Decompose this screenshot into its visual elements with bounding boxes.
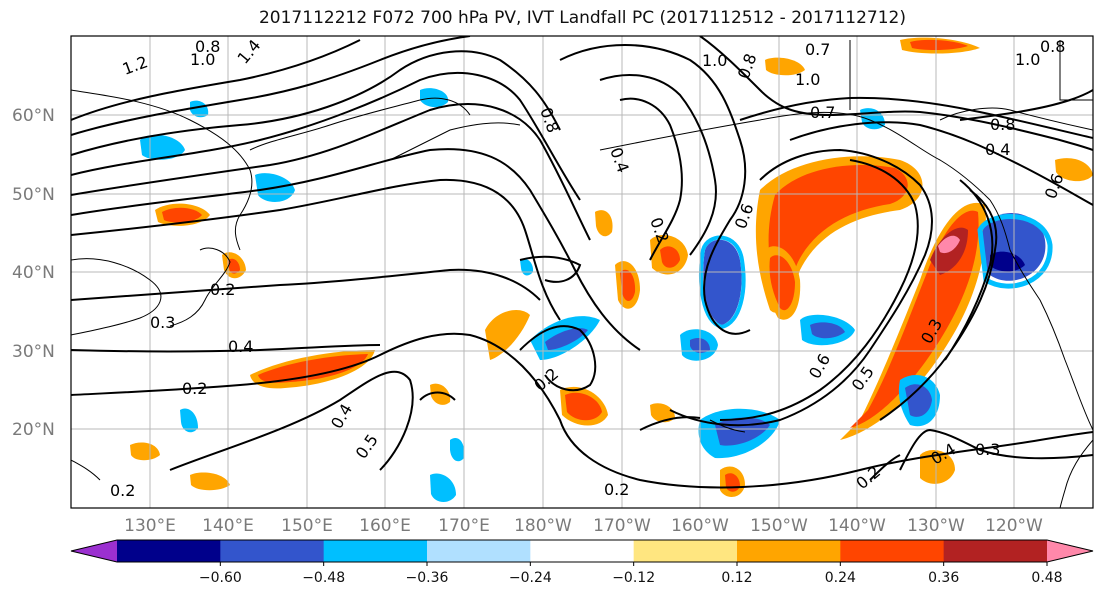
colorbar-outline xyxy=(70,539,1094,563)
lon-label: 160°W xyxy=(671,516,729,536)
colorbar-segment xyxy=(633,540,738,562)
colorbar-extend-max xyxy=(1047,540,1093,562)
lon-label: 120°W xyxy=(985,516,1043,536)
contour-label: 0.8 xyxy=(990,115,1015,134)
coastlines xyxy=(71,40,1093,508)
lon-label: 180°W xyxy=(514,516,572,536)
contour-label: 0.7 xyxy=(805,40,830,59)
lon-label: 130°E xyxy=(124,516,176,536)
map-area: 1.2 0.8 1.0 1.4 0.8 1.0 0.7 1.0 0.8 0.7 … xyxy=(71,36,1093,508)
colorbar-segment xyxy=(840,540,945,562)
colorbar-tick-label: −0.36 xyxy=(406,570,449,586)
lon-label: 150°W xyxy=(750,516,808,536)
colorbar-segment xyxy=(943,540,1048,562)
colorbar-tick-label: 0.24 xyxy=(825,570,856,586)
contour-label: 1.0 xyxy=(1015,50,1040,69)
contour-label: 0.2 xyxy=(182,379,207,398)
contour-label: 0.2 xyxy=(604,480,629,499)
lat-label: 60°N xyxy=(12,106,55,126)
contour-label: 0.7 xyxy=(810,103,835,122)
contour-label: 0.4 xyxy=(985,140,1010,159)
lon-label: 170°W xyxy=(593,516,651,536)
contour-label: 0.2 xyxy=(110,481,135,500)
pv-contours xyxy=(71,36,1093,489)
colorbar-tick-label: −0.48 xyxy=(302,570,345,586)
lon-label: 170°E xyxy=(438,516,490,536)
shading-layer xyxy=(130,37,1093,503)
colorbar-tick-label: 0.36 xyxy=(928,570,959,586)
lat-label: 20°N xyxy=(12,420,55,440)
lon-label: 140°W xyxy=(828,516,886,536)
map-title: 2017112212 F072 700 hPa PV, IVT Landfall… xyxy=(258,8,906,28)
colorbar-segment xyxy=(323,540,428,562)
contour-label: 1.0 xyxy=(702,51,727,70)
colorbar-tick-label: −0.60 xyxy=(199,570,242,586)
contour-label: 0.2 xyxy=(210,280,235,299)
lon-label: 130°W xyxy=(907,516,965,536)
colorbar-extend-min xyxy=(71,540,117,562)
lat-label: 30°N xyxy=(12,342,55,362)
lat-label: 50°N xyxy=(12,185,55,205)
contour-label: 0.4 xyxy=(228,337,253,356)
latitude-labels: 60°N 50°N 40°N 30°N 20°N xyxy=(12,106,55,440)
lat-label: 40°N xyxy=(12,263,55,283)
colorbar-segment xyxy=(117,540,221,562)
colorbar-tick-label: 0.48 xyxy=(1031,570,1062,586)
lon-label: 140°E xyxy=(202,516,254,536)
colorbar-tick-label: 0.12 xyxy=(721,570,752,586)
contour-label: 0.3 xyxy=(150,313,175,332)
contour-label: 0.8 xyxy=(195,37,220,56)
map-frame xyxy=(70,35,1094,509)
colorbar-tick-label: −0.12 xyxy=(612,570,655,586)
lon-label: 160°E xyxy=(359,516,411,536)
contour-label: 0.3 xyxy=(975,440,1000,459)
colorbar-segment xyxy=(530,540,635,562)
contour-label: 0.8 xyxy=(1040,37,1065,56)
colorbar-segment xyxy=(737,540,841,562)
contour-label: 1.0 xyxy=(795,70,820,89)
colorbar-tick-label: −0.24 xyxy=(509,570,552,586)
colorbar: −0.60 −0.48 −0.36 −0.24 −0.12 0.12 0.24 0.36 0.4… xyxy=(70,539,1094,586)
colorbar-segment xyxy=(427,540,531,562)
lon-label: 150°E xyxy=(281,516,333,536)
contour-label: 1.0 xyxy=(190,50,215,69)
colorbar-segment xyxy=(220,540,325,562)
longitude-labels: 130°E 140°E 150°E 160°E 170°E 180°W 170°… xyxy=(124,516,1043,536)
